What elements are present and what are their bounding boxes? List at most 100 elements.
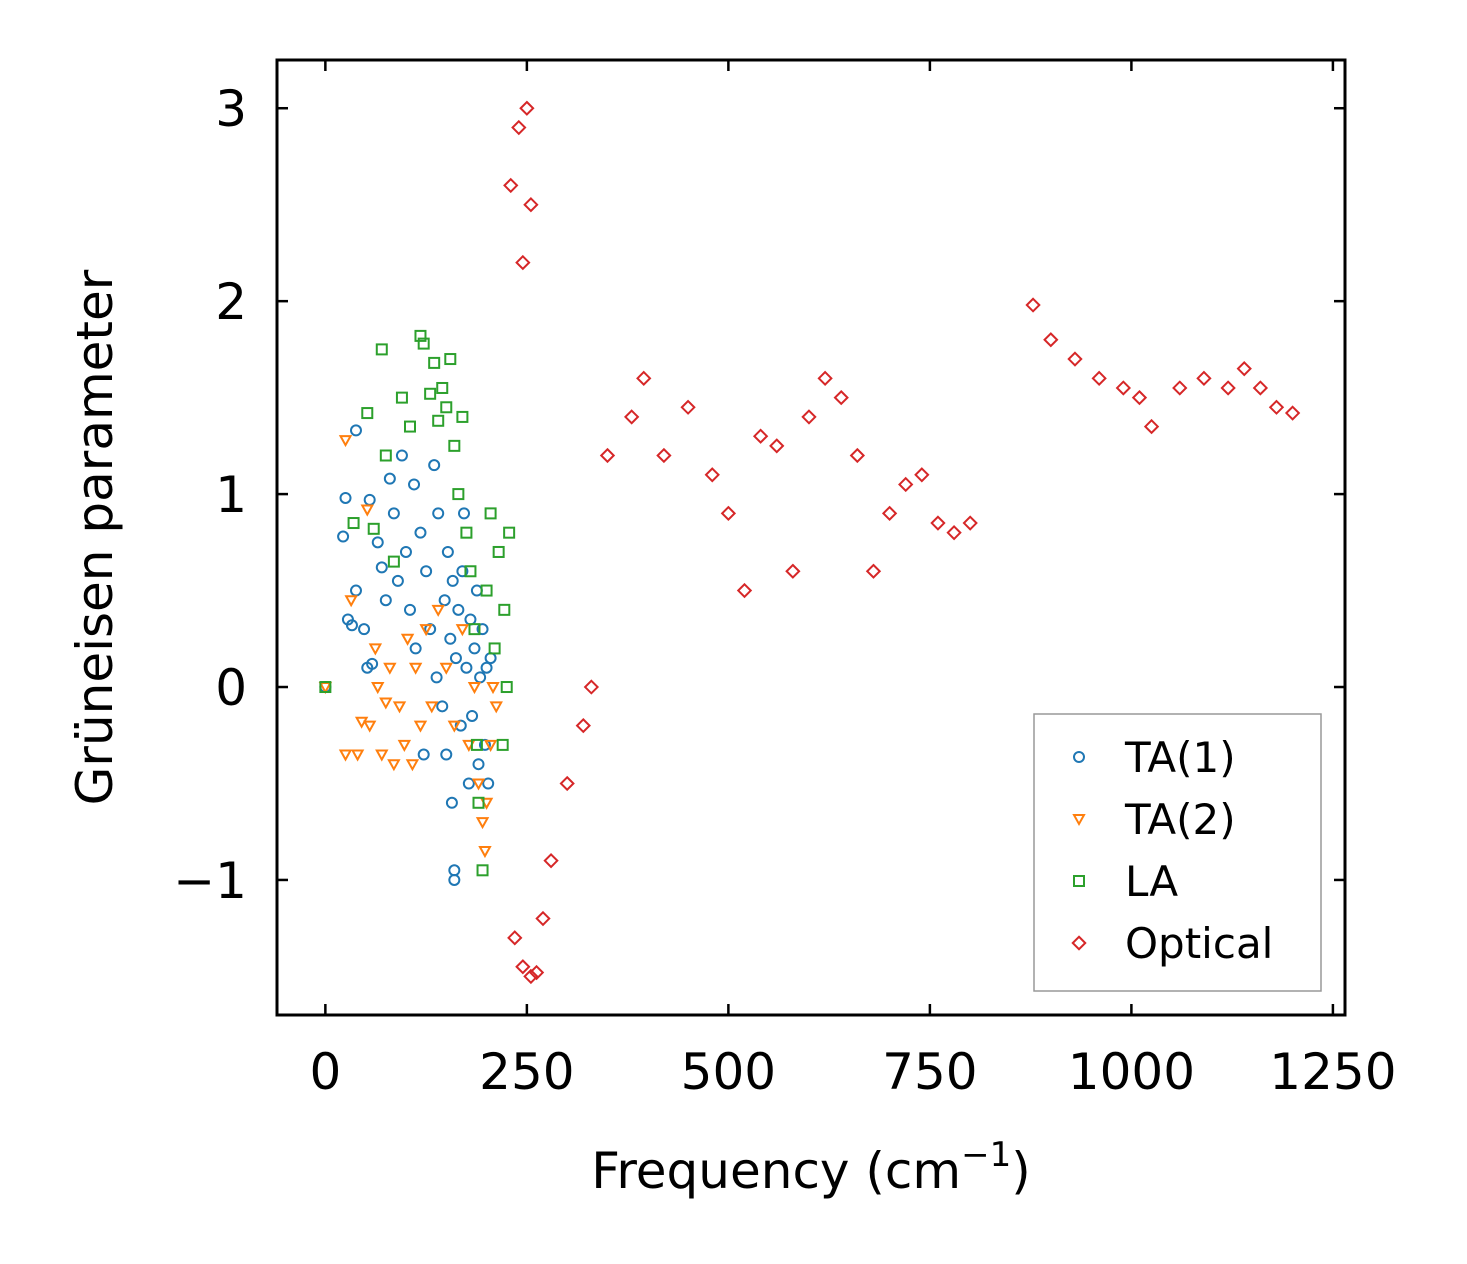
data-point — [379, 697, 393, 710]
data-point — [704, 467, 720, 483]
data-point — [452, 488, 465, 501]
data-point — [375, 561, 388, 574]
data-point — [368, 643, 383, 656]
data-point — [344, 595, 358, 608]
legend-label: TA(2) — [1124, 795, 1236, 844]
data-point — [444, 353, 457, 366]
data-point — [413, 720, 428, 733]
data-point — [623, 409, 640, 425]
data-point — [399, 545, 412, 558]
data-point — [397, 739, 412, 752]
data-point — [424, 387, 437, 400]
data-point — [383, 472, 396, 485]
data-point — [801, 409, 817, 425]
data-point — [482, 777, 495, 790]
data-point — [425, 701, 439, 714]
data-point — [471, 778, 486, 791]
data-point — [360, 504, 374, 517]
data-point — [496, 738, 509, 751]
data-point — [339, 491, 352, 504]
data-point — [338, 749, 353, 762]
data-point — [363, 493, 376, 506]
data-point — [432, 414, 445, 427]
data-point — [914, 467, 930, 483]
data-point — [474, 671, 487, 684]
data-point — [484, 507, 497, 520]
data-point — [446, 574, 459, 587]
data-point — [464, 613, 477, 626]
data-point — [452, 603, 465, 616]
data-point — [460, 661, 473, 674]
data-point — [1196, 370, 1212, 386]
data-point — [371, 536, 384, 549]
data-point — [849, 447, 866, 464]
data-point — [472, 758, 485, 771]
data-point — [387, 759, 401, 772]
legend-label: Optical — [1125, 919, 1273, 968]
data-point — [409, 642, 422, 655]
data-point — [543, 852, 559, 869]
legend: TA(1) TA(2) LA Optical — [1033, 713, 1322, 992]
legend-label: TA(1) — [1124, 733, 1236, 782]
data-point — [448, 439, 461, 452]
series-optical — [503, 100, 1301, 985]
data-point — [480, 584, 493, 597]
data-point — [1143, 418, 1160, 435]
data-point — [419, 624, 433, 637]
data-point — [448, 864, 461, 877]
data-point — [350, 749, 365, 762]
data-point — [1236, 361, 1252, 377]
data-point — [599, 447, 616, 464]
data-point — [347, 517, 360, 530]
data-point — [441, 545, 454, 558]
data-point — [962, 515, 978, 531]
x-tick-label: 250 — [479, 1043, 574, 1101]
legend-marker — [1071, 935, 1087, 951]
data-point — [387, 507, 400, 520]
data-point — [483, 739, 498, 752]
data-point — [464, 565, 477, 578]
data-point — [769, 438, 785, 454]
series-ta-2 — [318, 435, 503, 859]
data-point — [403, 603, 416, 616]
data-point — [498, 603, 511, 616]
data-point — [375, 343, 388, 356]
data-point — [785, 563, 801, 579]
data-point — [414, 526, 427, 539]
x-tick-label: 500 — [681, 1043, 776, 1101]
legend-item: Optical — [1071, 919, 1273, 968]
data-point — [361, 407, 374, 420]
data-point — [391, 574, 404, 587]
data-point — [420, 565, 433, 578]
data-point — [408, 478, 421, 491]
data-point — [448, 873, 461, 886]
data-point — [379, 594, 392, 607]
data-point — [375, 749, 389, 762]
data-point — [946, 525, 962, 541]
data-point — [447, 720, 462, 733]
data-point — [445, 796, 458, 809]
data-point — [930, 515, 946, 531]
data-point — [583, 679, 600, 695]
legend-marker — [1073, 751, 1085, 763]
data-point — [428, 356, 441, 369]
data-point — [1025, 297, 1041, 313]
data-point — [476, 864, 489, 877]
data-point — [470, 584, 483, 597]
data-point — [456, 410, 469, 423]
data-point — [349, 584, 362, 597]
data-point — [319, 681, 332, 694]
data-point — [1043, 332, 1059, 348]
data-point — [484, 652, 497, 665]
data-point — [439, 662, 453, 675]
y-tick-label: 0 — [215, 659, 247, 717]
data-point — [656, 447, 672, 464]
data-point — [523, 968, 539, 985]
data-point — [881, 505, 898, 522]
data-point — [395, 391, 408, 404]
x-tick-label: 1000 — [1068, 1043, 1195, 1101]
data-point — [345, 619, 358, 632]
data-point — [476, 623, 489, 636]
y-tick-label: −1 — [173, 852, 247, 910]
data-point — [383, 662, 397, 675]
